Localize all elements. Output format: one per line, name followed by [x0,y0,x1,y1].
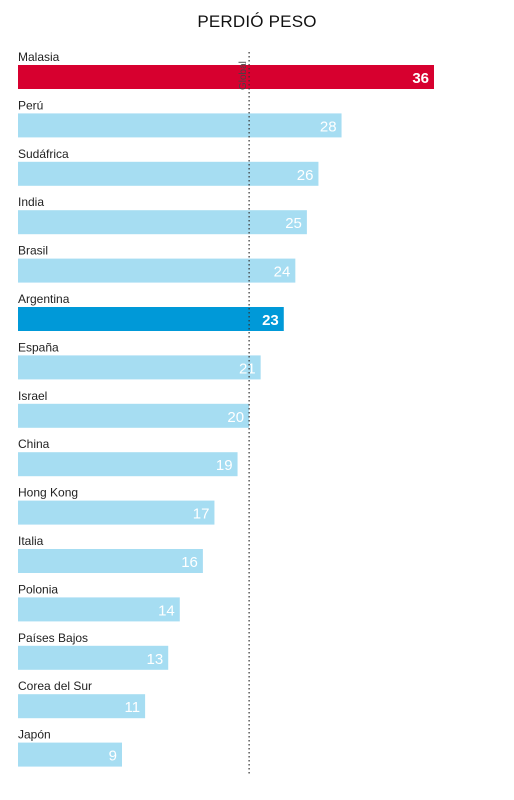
category-label: Hong Kong [18,486,78,500]
bar [18,694,146,719]
bar [18,161,319,186]
category-label: China [18,437,50,451]
bar [18,549,203,573]
bar [18,210,307,235]
value-label: 13 [147,651,164,668]
bar [18,500,215,525]
category-label: Polonia [18,582,58,596]
value-label: 11 [125,699,141,716]
value-label: 17 [193,506,210,523]
bar [18,307,284,331]
bar [18,113,342,138]
bar [18,258,296,283]
reference-label: Global [238,61,249,90]
category-label: Países Bajos [18,631,88,645]
value-label: 28 [320,118,337,135]
bar [18,742,122,767]
category-label: España [18,340,59,354]
bar [18,403,250,428]
category-label: Perú [18,98,43,112]
value-label: 23 [262,312,279,329]
category-label: Brasil [18,244,48,258]
category-label: Malasia [18,50,60,64]
value-label: 9 [109,748,117,765]
chart-title: PERDIÓ PESO [197,12,317,31]
value-label: 24 [274,264,291,281]
value-label: 26 [297,167,314,184]
value-label: 20 [227,409,244,426]
category-label: Italia [18,534,44,548]
value-label: 19 [216,457,233,474]
reference-layer: Global [238,52,250,775]
bar [18,597,180,622]
bar [18,452,238,477]
category-label: Israel [18,389,47,403]
value-label: 36 [412,70,429,87]
value-label: 16 [181,554,198,571]
bar [18,645,169,670]
category-label: India [18,195,44,209]
category-label: Sudáfrica [18,147,69,161]
category-label: Argentina [18,292,70,306]
value-label: 14 [158,602,175,619]
category-label: Corea del Sur [18,679,92,693]
value-label: 21 [239,360,256,377]
value-label: 25 [285,215,302,232]
category-label: Japón [18,728,51,742]
bar [18,65,434,89]
bar [18,355,261,380]
bars-layer: Malasia 36 Perú 28 Sudáfrica 26 India 25 Brasil 2… [18,50,434,767]
